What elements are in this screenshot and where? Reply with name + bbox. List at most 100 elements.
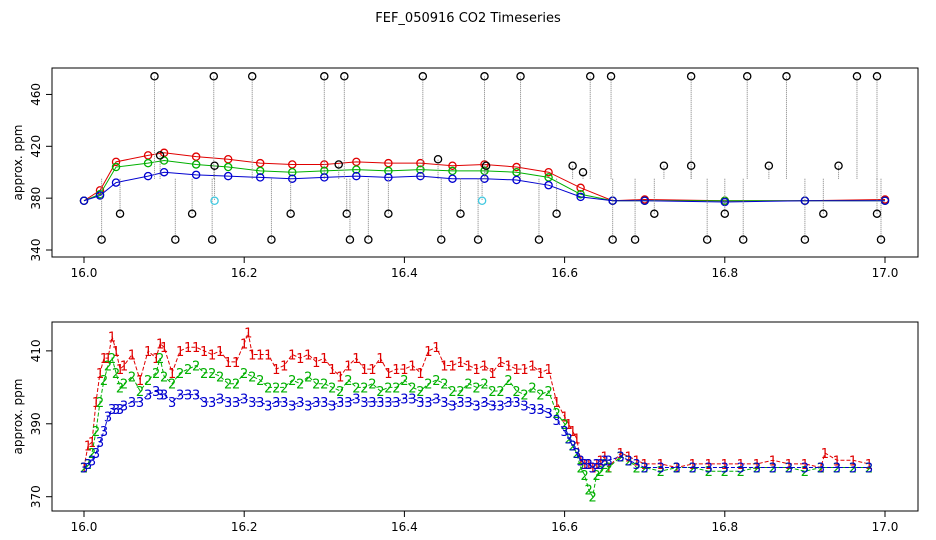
data-label: 1 [232, 356, 240, 371]
data-label: 3 [641, 462, 649, 477]
data-label: 2 [128, 370, 136, 385]
data-label: 1 [605, 462, 613, 477]
data-label: 2 [400, 374, 408, 389]
data-label: 1 [576, 454, 584, 469]
data-point [512, 162, 521, 172]
series-cal [210, 178, 487, 205]
data-label: 1 [144, 345, 152, 360]
data-label: 2 [424, 378, 432, 393]
data-point [800, 235, 810, 244]
data-label: 2 [705, 465, 713, 480]
data-label: 2 [344, 374, 352, 389]
data-label: 3 [633, 458, 641, 473]
data-label: 1 [96, 367, 104, 382]
series-spikes_low [97, 178, 886, 244]
data-label: 1 [80, 462, 88, 477]
data-label: 2 [200, 367, 208, 382]
data-point [544, 167, 553, 177]
data-label: 2 [605, 462, 613, 477]
data-point [742, 72, 752, 81]
data-label: 3 [136, 396, 144, 411]
data-label: 2 [80, 462, 88, 477]
data-label: 3 [625, 454, 633, 469]
data-label: 1 [721, 458, 729, 473]
data-label: 1 [657, 458, 665, 473]
data-point [364, 235, 373, 244]
data-label: 2 [817, 462, 825, 477]
data-label: 2 [657, 465, 665, 480]
data-label: 1 [184, 341, 192, 356]
data-label: 2 [360, 381, 368, 396]
series-line [83, 330, 870, 469]
data-label: 2 [408, 381, 416, 396]
data-label: 3 [520, 400, 528, 415]
data-label: 2 [641, 462, 649, 477]
y-tick-label: 380 [29, 187, 43, 210]
data-label: 2 [160, 370, 168, 385]
y-tick-label: 410 [29, 339, 43, 362]
data-label: 1 [544, 363, 552, 378]
x-tick-label: 16.4 [391, 266, 418, 280]
data-label: 2 [504, 374, 512, 389]
data-label: 2 [536, 389, 544, 404]
data-label: 3 [240, 392, 248, 407]
data-label: 1 [464, 359, 472, 374]
data-point [416, 165, 425, 174]
data-label: 2 [560, 418, 568, 433]
data-point [111, 157, 121, 167]
data-label: 2 [576, 462, 584, 477]
data-point [340, 72, 349, 81]
data-label: 1 [280, 359, 288, 374]
data-label: 3 [144, 389, 152, 404]
data-label: 1 [737, 458, 745, 473]
data-label: 3 [657, 462, 665, 477]
data-point [650, 209, 659, 218]
data-label: 1 [304, 349, 312, 364]
data-point [477, 196, 487, 205]
data-label: 1 [100, 352, 108, 367]
data-point [480, 174, 489, 183]
data-label: 3 [336, 396, 344, 411]
data-point [568, 161, 577, 170]
data-label: 3 [673, 462, 681, 477]
data-label: 3 [224, 396, 232, 411]
data-label: 1 [120, 359, 128, 374]
data-point [576, 192, 585, 202]
data-label: 2 [216, 370, 224, 385]
data-label: 1 [560, 411, 568, 426]
data-label: 3 [232, 396, 240, 411]
data-label: 1 [128, 349, 136, 364]
data-label: 3 [96, 436, 104, 451]
data-point [608, 235, 617, 244]
data-label: 2 [592, 469, 600, 484]
data-label: 1 [160, 341, 168, 356]
data-label: 1 [88, 436, 96, 451]
x-tick-label: 17.0 [872, 520, 899, 534]
data-point [544, 180, 553, 190]
data-label: 1 [528, 359, 536, 374]
data-point [150, 72, 159, 81]
data-label: 2 [288, 374, 296, 389]
data-label: 3 [424, 396, 432, 411]
data-label: 1 [288, 349, 296, 364]
data-label: 2 [528, 381, 536, 396]
data-label: 3 [544, 407, 552, 422]
data-label: 3 [104, 411, 112, 426]
data-label: 2 [568, 440, 576, 455]
data-label: 2 [572, 447, 580, 462]
data-label: 3 [100, 425, 108, 440]
data-label: 3 [176, 389, 184, 404]
panel-bottom: 16.0 16.2 16.4 16.6 16.8 17.0 370 390 410 approx.… [11, 321, 919, 534]
data-label: 1 [312, 356, 320, 371]
data-label: 3 [617, 451, 625, 466]
data-label: 1 [176, 345, 184, 360]
series-line1 [79, 148, 890, 205]
data-point [143, 158, 153, 168]
data-label: 1 [136, 374, 144, 389]
data-label: 3 [584, 458, 592, 473]
data-label: 2 [544, 385, 552, 400]
x-tick-label: 17.0 [872, 266, 899, 280]
y-tick-label: 420 [29, 135, 43, 158]
data-point [210, 161, 219, 170]
